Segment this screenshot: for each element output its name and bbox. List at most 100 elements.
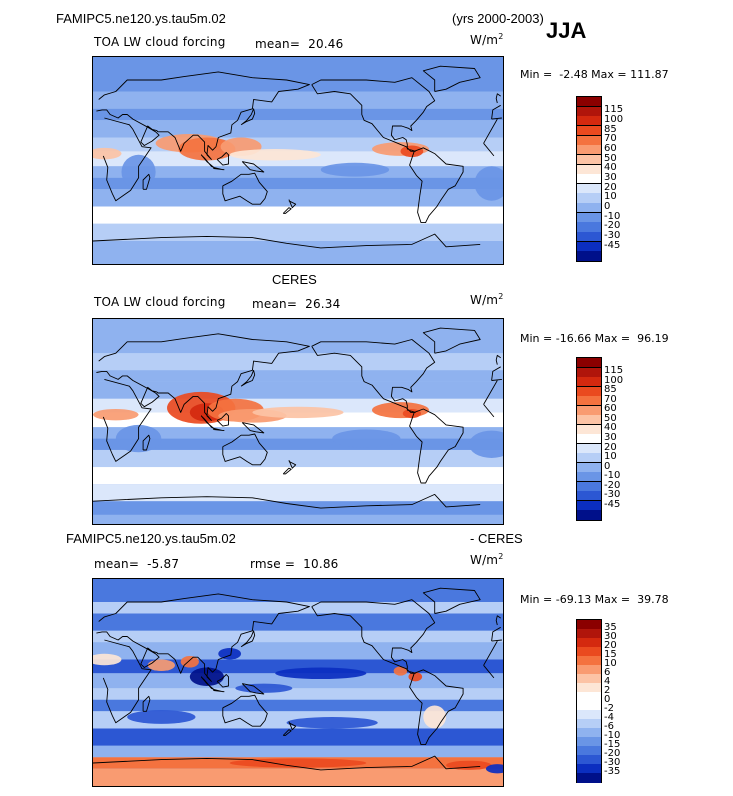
- field-band: [93, 745, 503, 758]
- field-band: [93, 370, 503, 382]
- coastline: [213, 688, 225, 693]
- colorbar-swatch: [577, 434, 601, 445]
- colorbar-label: 2: [604, 685, 611, 696]
- coastline: [288, 460, 297, 469]
- coastline: [311, 599, 436, 674]
- field-blob: [127, 710, 196, 724]
- field-band: [93, 241, 503, 264]
- field-band: [93, 177, 503, 190]
- colorbar-label: 20: [604, 640, 617, 651]
- coastline: [311, 339, 436, 413]
- coastline: [241, 683, 265, 695]
- colorbar-label: 35: [604, 622, 617, 633]
- colorbar-swatch: [577, 222, 601, 233]
- colorbar-label: 20: [604, 181, 617, 193]
- coastline: [102, 378, 498, 462]
- field-band: [93, 613, 503, 631]
- coastline: [216, 152, 229, 166]
- coastline: [213, 427, 225, 432]
- colorbar-label: -10: [604, 470, 621, 482]
- field-blob: [468, 430, 503, 458]
- colorbar-swatch: [577, 462, 601, 473]
- colorbar-label: 100: [604, 114, 624, 126]
- colorbar-label: -20: [604, 479, 621, 491]
- coastline: [495, 354, 501, 365]
- coastline: [200, 676, 215, 690]
- field-blob: [93, 408, 139, 421]
- coastline: [409, 147, 464, 224]
- field-blob: [252, 406, 344, 419]
- colorbar-swatch: [577, 106, 601, 117]
- colorbar-label: -30: [604, 757, 621, 768]
- field-band: [93, 166, 503, 178]
- colorbar-label: 70: [604, 393, 617, 405]
- colorbar-label: -4: [604, 712, 614, 723]
- field-blob: [423, 705, 447, 729]
- colorbar-swatch: [577, 773, 601, 783]
- colorbar-swatch: [577, 481, 601, 492]
- colorbar-label: 85: [604, 384, 617, 396]
- field-band: [93, 699, 503, 712]
- colorbar-label: 0: [604, 460, 611, 472]
- colorbar-swatch: [577, 405, 601, 416]
- colorbar-label: 10: [604, 658, 617, 669]
- field-layer: [93, 579, 503, 786]
- field-band: [93, 223, 503, 241]
- colorbar-label: 10: [604, 191, 617, 203]
- colorbar-swatch: [577, 154, 601, 166]
- colorbar-swatch: [577, 135, 601, 146]
- coastline: [93, 233, 481, 249]
- colorbar-swatch: [577, 453, 601, 464]
- colorbar-label: 40: [604, 162, 617, 174]
- panel3-map: [92, 578, 504, 787]
- field-blob: [286, 717, 378, 729]
- coastline: [282, 467, 292, 475]
- field-blob: [93, 653, 122, 666]
- colorbar-swatch: [577, 396, 601, 407]
- panel3-minmax: Min = -69.13 Max = 39.78: [520, 593, 669, 606]
- coastline-layer: [93, 587, 502, 771]
- coastline: [216, 413, 229, 427]
- field-blob: [402, 408, 421, 419]
- colorbar-box: [576, 96, 602, 262]
- coastline: [96, 71, 502, 160]
- field-blob: [178, 137, 236, 161]
- field-blob: [147, 659, 175, 671]
- colorbar-swatch: [577, 415, 601, 426]
- colorbar-label: 50: [604, 152, 617, 164]
- field-band: [93, 630, 503, 643]
- colorbar-swatch: [577, 424, 601, 435]
- colorbar-label: -45: [604, 239, 621, 251]
- colorbar-label: -35: [604, 766, 621, 777]
- colorbar-label: 4: [604, 676, 611, 687]
- colorbar-label: 30: [604, 631, 617, 642]
- colorbar-label: 60: [604, 143, 617, 155]
- colorbar-label: 60: [604, 403, 617, 415]
- years-label: (yrs 2000-2003): [452, 11, 544, 26]
- colorbar-label: 0: [604, 200, 611, 212]
- colorbar-label: -20: [604, 220, 621, 232]
- coastline: [222, 694, 268, 727]
- panel3-units: W/m2: [470, 552, 504, 567]
- field-layer: [93, 57, 503, 264]
- coastline: [282, 729, 292, 736]
- colorbar-label: -10: [604, 730, 621, 741]
- colorbar-label: 15: [604, 649, 617, 660]
- panel2-subtitle: TOA LW cloud forcing: [94, 295, 226, 309]
- coastline: [216, 674, 229, 688]
- colorbar-label: 70: [604, 133, 617, 145]
- colorbar-label: 50: [604, 412, 617, 424]
- coastline: [102, 117, 498, 202]
- colorbar-swatch: [577, 232, 601, 243]
- coastline: [93, 493, 481, 509]
- colorbar-label: 30: [604, 172, 617, 183]
- colorbar-swatch: [577, 183, 601, 194]
- field-band: [93, 438, 503, 450]
- panel1-subtitle: TOA LW cloud forcing: [94, 35, 226, 49]
- field-band: [93, 189, 503, 207]
- colorbar-box: [576, 357, 602, 521]
- field-band: [93, 501, 503, 515]
- field-band: [93, 602, 503, 614]
- panel1-colorbar: 115 100 85 70 60 50 40 30 20 10 0 -10 -20 -30 -45: [576, 96, 623, 262]
- coastline: [200, 415, 215, 429]
